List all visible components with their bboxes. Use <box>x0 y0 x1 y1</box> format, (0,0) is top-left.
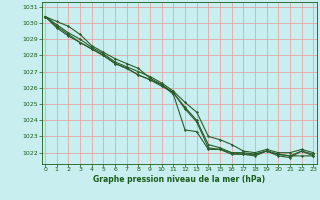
X-axis label: Graphe pression niveau de la mer (hPa): Graphe pression niveau de la mer (hPa) <box>93 175 265 184</box>
